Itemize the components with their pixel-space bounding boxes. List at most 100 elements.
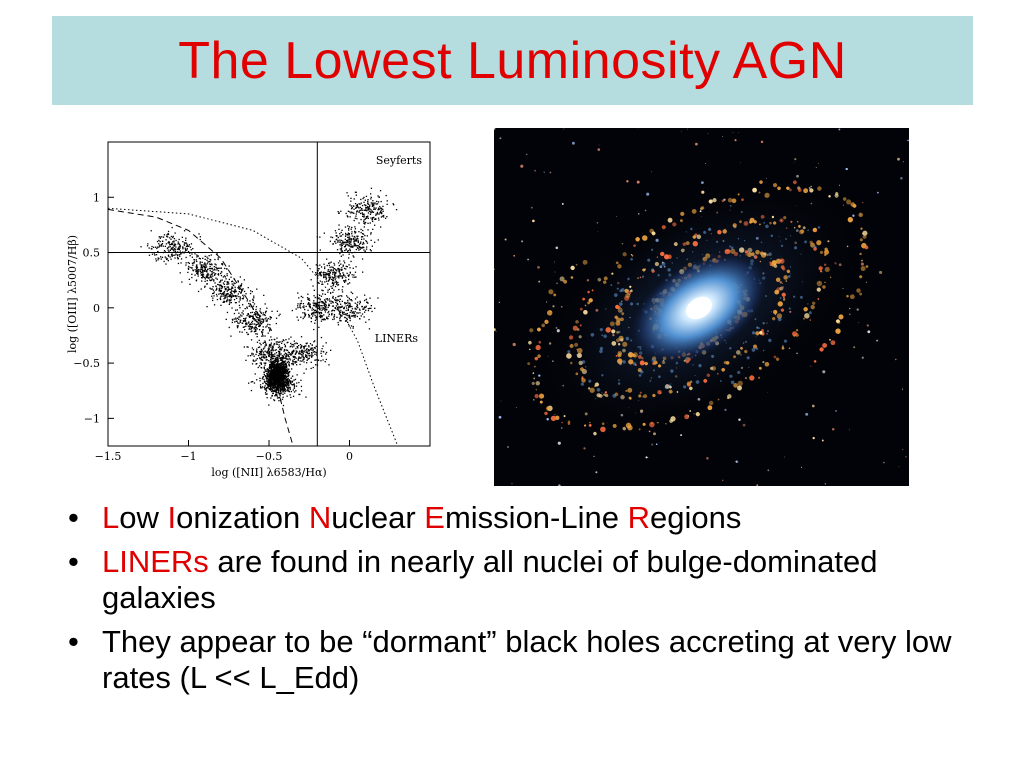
scatter-point xyxy=(299,305,301,307)
scatter-point xyxy=(210,254,212,256)
scatter-point xyxy=(361,238,363,240)
scatter-point xyxy=(283,371,285,373)
scatter-point xyxy=(275,386,277,388)
scatter-point xyxy=(272,357,274,360)
scatter-point xyxy=(323,307,326,310)
scatter-point xyxy=(318,326,320,328)
disk-glow xyxy=(691,251,694,253)
star xyxy=(811,404,815,408)
scatter-point xyxy=(329,273,331,275)
scatter-point xyxy=(282,378,284,381)
disk-glow xyxy=(813,245,817,249)
scatter-point xyxy=(266,370,268,372)
scatter-point xyxy=(285,375,287,377)
scatter-point xyxy=(270,369,272,372)
scatter-point xyxy=(274,367,277,369)
star xyxy=(561,202,564,205)
scatter-point xyxy=(301,360,303,362)
scatter-point xyxy=(170,235,173,238)
arm-knot xyxy=(814,229,817,233)
scatter-point xyxy=(300,357,302,359)
arm-knot xyxy=(817,297,820,300)
scatter-point xyxy=(266,387,268,389)
arm-knot xyxy=(774,289,780,295)
scatter-point xyxy=(324,361,326,363)
scatter-point xyxy=(171,247,173,249)
scatter-point xyxy=(361,233,364,235)
scatter-point xyxy=(259,354,261,356)
scatter-point xyxy=(262,376,264,379)
scatter-point xyxy=(311,353,313,355)
scatter-point xyxy=(324,308,327,310)
scatter-point xyxy=(271,389,274,391)
scatter-point xyxy=(348,239,350,241)
scatter-point xyxy=(160,244,163,246)
disk-glow xyxy=(707,227,712,232)
scatter-point xyxy=(272,379,274,381)
scatter-point xyxy=(257,318,259,321)
scatter-point xyxy=(334,285,337,288)
scatter-point xyxy=(342,241,345,244)
arm-knot xyxy=(603,280,607,284)
scatter-point xyxy=(223,275,226,277)
scatter-point xyxy=(328,313,330,315)
scatter-point xyxy=(363,213,365,215)
star xyxy=(526,153,528,155)
scatter-point xyxy=(308,313,310,316)
disk-glow xyxy=(751,348,756,352)
scatter-point xyxy=(291,350,293,353)
scatter-point xyxy=(349,238,351,240)
scatter-point xyxy=(347,308,349,310)
scatter-point xyxy=(252,299,254,301)
scatter-point xyxy=(328,274,330,276)
scatter-point xyxy=(370,202,372,204)
scatter-point xyxy=(321,309,323,311)
scatter-point xyxy=(291,380,294,382)
star xyxy=(545,301,548,303)
scatter-point xyxy=(293,358,295,360)
scatter-point xyxy=(380,216,383,218)
arm-knot xyxy=(620,317,624,322)
scatter-point xyxy=(360,246,362,248)
star xyxy=(740,162,741,163)
scatter-point xyxy=(208,274,210,276)
scatter-point xyxy=(315,364,317,366)
scatter-point xyxy=(249,292,252,295)
scatter-point xyxy=(216,295,218,297)
arm-knot xyxy=(617,351,623,356)
scatter-point xyxy=(338,277,340,279)
scatter-point xyxy=(323,314,325,316)
scatter-point xyxy=(329,272,331,274)
scatter-point xyxy=(302,358,305,360)
scatter-point xyxy=(315,359,317,361)
scatter-point xyxy=(300,295,302,298)
scatter-point xyxy=(284,375,286,377)
arm-knot xyxy=(670,416,676,422)
disk-glow xyxy=(652,369,655,372)
scatter-point xyxy=(177,251,179,253)
scatter-point xyxy=(324,319,326,321)
arm-knot xyxy=(852,204,857,208)
scatter-point xyxy=(270,379,272,381)
scatter-point xyxy=(325,278,327,280)
scatter-point xyxy=(221,293,223,296)
scatter-point xyxy=(341,241,343,244)
scatter-point xyxy=(160,245,162,247)
scatter-point xyxy=(299,363,301,366)
star xyxy=(861,356,864,359)
scatter-point xyxy=(194,269,196,271)
scatter-point xyxy=(214,263,216,265)
star xyxy=(722,135,724,137)
scatter-point xyxy=(300,302,302,305)
scatter-point xyxy=(282,391,284,393)
scatter-point xyxy=(187,261,189,264)
scatter-point xyxy=(343,260,345,262)
disk-glow xyxy=(789,266,792,268)
scatter-point xyxy=(352,267,354,269)
star xyxy=(537,265,540,269)
scatter-point xyxy=(269,345,271,347)
disk-glow xyxy=(671,262,673,264)
scatter-point xyxy=(282,381,284,383)
scatter-point xyxy=(186,245,189,247)
scatter-point xyxy=(362,233,365,235)
